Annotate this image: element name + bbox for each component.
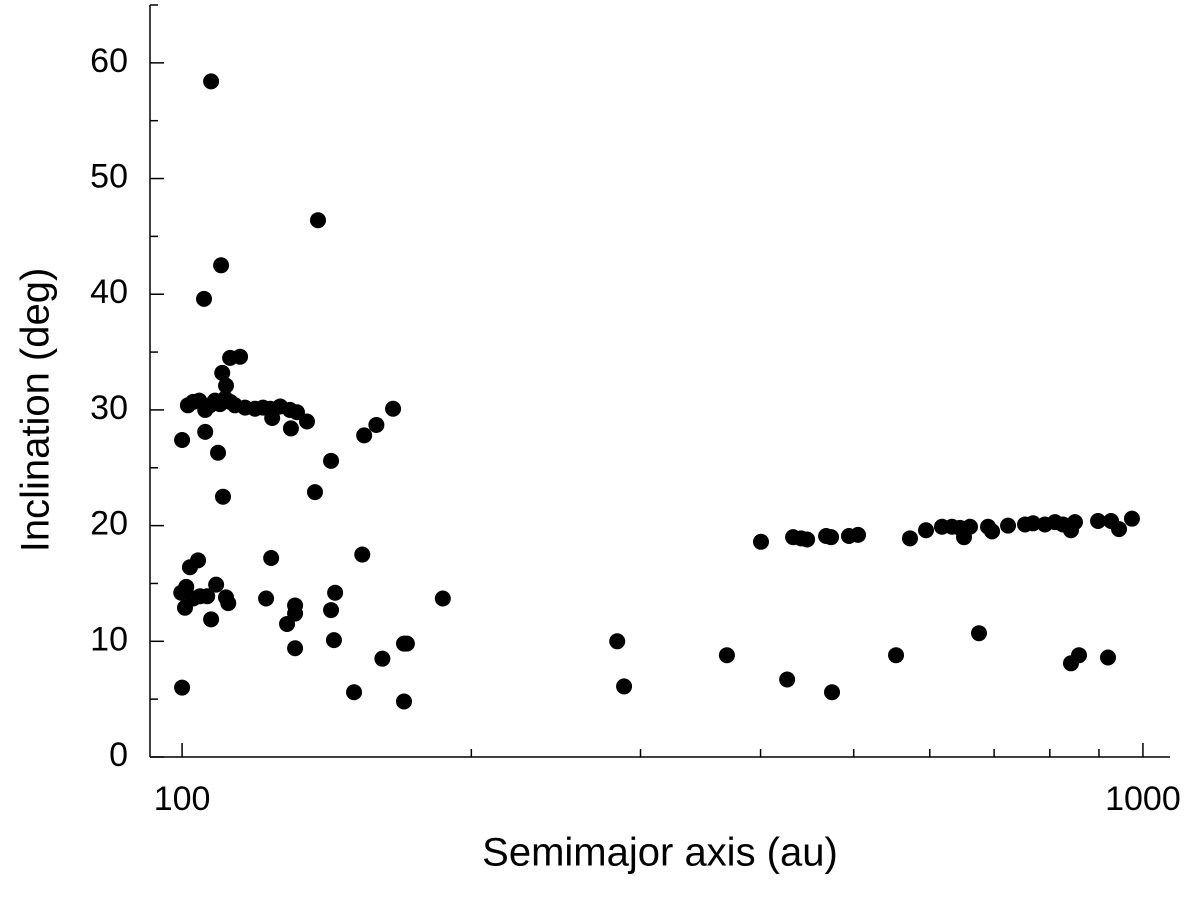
point [218, 377, 235, 394]
point [1111, 521, 1128, 538]
y-tick-label: 50 [90, 158, 128, 196]
point [208, 576, 225, 593]
x-tick-label: 1000 [1105, 780, 1181, 818]
y-tick-label: 20 [90, 505, 128, 543]
y-tick-label: 30 [90, 389, 128, 427]
point [190, 552, 207, 569]
point [232, 348, 249, 365]
point [609, 633, 626, 650]
point [199, 588, 216, 605]
point [374, 650, 391, 667]
point [263, 550, 280, 567]
point [1090, 512, 1107, 529]
point [323, 602, 340, 619]
point [1070, 647, 1087, 664]
point [616, 678, 633, 695]
point [309, 212, 326, 229]
y-tick-label: 60 [90, 42, 128, 80]
point [1025, 515, 1042, 532]
point [287, 640, 304, 657]
point [264, 410, 281, 427]
y-tick-label: 0 [109, 736, 128, 774]
point [327, 584, 344, 601]
y-tick-label: 10 [90, 620, 128, 658]
point [214, 364, 231, 381]
point [1100, 649, 1117, 666]
point [752, 533, 769, 550]
point [961, 518, 978, 535]
point [210, 444, 227, 461]
point [323, 452, 340, 469]
point [984, 523, 1001, 540]
point [306, 484, 323, 501]
point [799, 531, 816, 548]
point [888, 647, 905, 664]
point [203, 611, 220, 628]
point [214, 488, 231, 505]
x-axis-title: Semimajor axis (au) [482, 831, 838, 875]
point [850, 526, 867, 543]
point [197, 423, 214, 440]
point [1066, 514, 1083, 531]
point [368, 416, 385, 433]
x-tick-label: 100 [154, 780, 211, 818]
point [203, 73, 220, 90]
point [354, 546, 371, 563]
point [779, 671, 796, 688]
point [918, 522, 935, 539]
point [434, 590, 451, 607]
point [396, 693, 413, 710]
point [385, 400, 402, 417]
point [346, 684, 363, 701]
point [196, 290, 213, 307]
point [1123, 510, 1140, 527]
point [299, 413, 316, 430]
point [1000, 517, 1017, 534]
point [282, 420, 299, 437]
y-axis-title: Inclination (deg) [14, 268, 58, 553]
point [174, 679, 191, 696]
point [970, 625, 987, 642]
point [823, 529, 840, 546]
point [901, 530, 918, 547]
point [356, 427, 373, 444]
point [258, 590, 275, 607]
point [220, 595, 237, 612]
point [325, 632, 342, 649]
point [178, 578, 195, 595]
point [174, 432, 191, 449]
point [824, 684, 841, 701]
point [398, 635, 415, 652]
point [213, 257, 230, 274]
point [279, 615, 296, 632]
point [718, 647, 735, 664]
y-tick-label: 40 [90, 273, 128, 311]
